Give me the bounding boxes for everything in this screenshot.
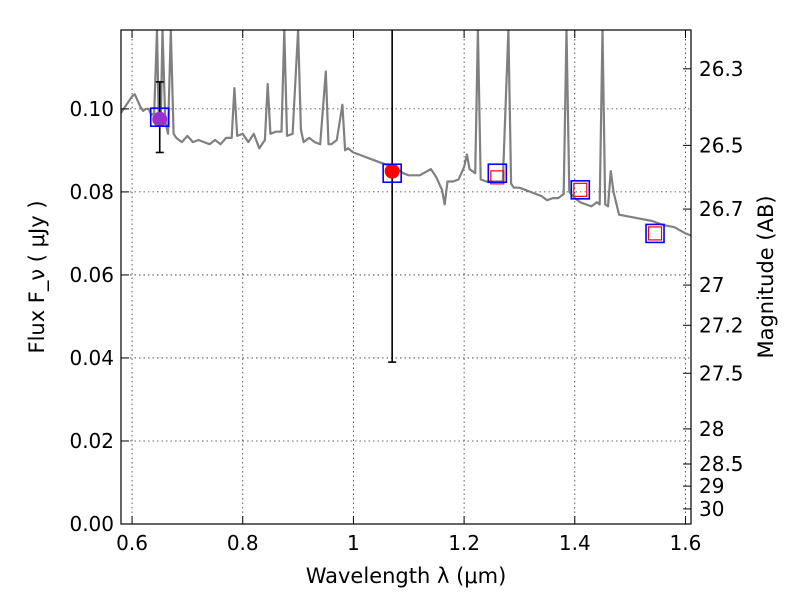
x-tick-label: 0.6	[116, 531, 148, 555]
model-flux-marker	[645, 223, 665, 244]
points-layer	[149, 30, 665, 363]
y-tick-label: 0.00	[69, 512, 114, 536]
plot-frame	[120, 29, 692, 525]
mag-tick-label: 28.5	[699, 452, 744, 476]
x-tick-label: 1.6	[670, 531, 702, 555]
plot-background	[121, 30, 691, 524]
y-axis-title: Flux F_ν ( μJy )	[25, 200, 50, 353]
data-layer	[121, 30, 691, 237]
mag-tick-label: 26.7	[699, 197, 744, 221]
mag-tick-label: 30	[699, 497, 724, 521]
y-tick-label: 0.06	[69, 263, 114, 287]
x-tick-label: 1.4	[559, 531, 591, 555]
mag-tick-label: 26.3	[699, 57, 744, 81]
observed-flux-point	[384, 163, 400, 179]
model-flux-marker	[487, 163, 508, 184]
y-tick-label: 0.02	[69, 429, 114, 453]
model-flux-marker	[149, 107, 170, 127]
mag-tick-label: 27.2	[699, 313, 744, 337]
mag-tick-label: 28	[699, 417, 724, 441]
mag-tick-label: 26.5	[699, 133, 744, 157]
x-axis-title: Wavelength λ (μm)	[306, 564, 507, 588]
y-tick-label: 0.08	[69, 180, 114, 204]
x-tick-label: 1	[347, 531, 360, 555]
observed-flux-point	[152, 111, 168, 127]
model-flux-marker	[570, 180, 591, 200]
right-axis-title: Magnitude (AB)	[754, 195, 778, 358]
mag-tick-label: 27.5	[699, 361, 744, 385]
mag-tick-label: 27	[699, 273, 724, 297]
model-spectrum-line	[121, 30, 691, 237]
ticks: 0.6 0.8 1 1.2 1.4 1.6 0.00 0.02 0.04 0.06 0.08 0.10…	[69, 30, 744, 555]
y-tick-label: 0.04	[69, 346, 114, 370]
x-tick-label: 1.2	[448, 531, 480, 555]
observed-flux-marker	[573, 182, 588, 197]
y-tick-label: 0.10	[69, 97, 114, 121]
x-tick-label: 0.8	[227, 531, 259, 555]
mag-tick-label: 29	[699, 474, 724, 498]
observed-flux-marker	[647, 226, 663, 241]
observed-flux-marker	[490, 170, 505, 185]
model-flux-marker	[382, 163, 402, 184]
